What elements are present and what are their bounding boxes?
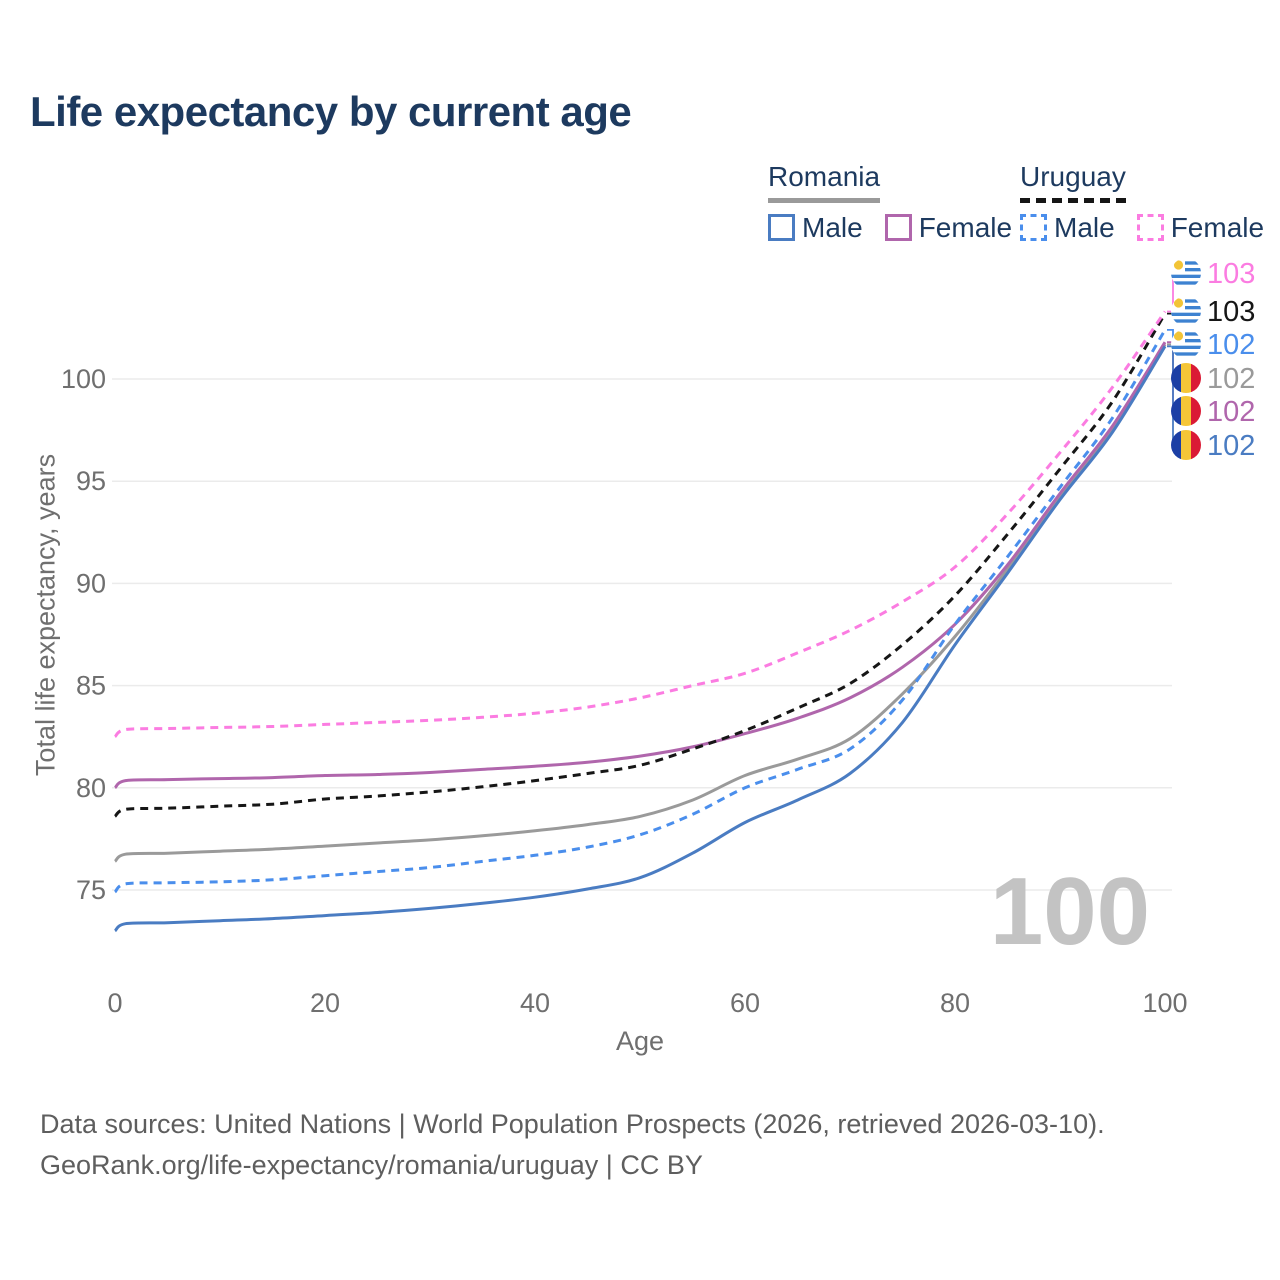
legend-label: Female [1170, 211, 1265, 243]
end-label-connector [1167, 341, 1180, 412]
end-value-label-uruguay-all: 103 [1207, 296, 1255, 328]
flag-romania-icon [1171, 363, 1201, 393]
x-axis-title: Age [615, 1026, 665, 1056]
romania-female-swatch-icon [884, 214, 912, 242]
series-line-romania-all [113, 343, 1167, 863]
data-source-note: Data sources: United Nations | World Pop… [40, 1104, 1105, 1185]
end-value-label-romania-all: 102 [1207, 363, 1255, 395]
x-tick-label: 80 [940, 988, 970, 1018]
source-line-2: GeoRank.org/life-expectancy/romania/urug… [40, 1149, 703, 1180]
legend-label: Male [1054, 211, 1115, 243]
uruguay-female-swatch-icon [1136, 214, 1164, 242]
y-tick-label: 80 [76, 773, 106, 803]
legend-label: Male [802, 211, 863, 243]
x-tick-label: 40 [520, 988, 550, 1018]
legend-item-romania-male[interactable]: Male [768, 212, 863, 244]
y-axis-title: Total life expectancy, years [30, 453, 61, 777]
end-label-connector [1167, 345, 1180, 446]
end-label-connector [1167, 272, 1180, 313]
legend-label: Female [918, 211, 1013, 243]
end-label-connector [1167, 329, 1180, 345]
end-value-label-romania-female: 102 [1207, 396, 1255, 428]
series-line-romania-female [113, 341, 1167, 790]
x-tick-label: 20 [310, 988, 340, 1018]
legend-group-uruguay: Uruguay Male Female [1020, 161, 1265, 244]
flag-uruguay-icon [1171, 258, 1201, 288]
end-label-connector [1167, 310, 1180, 315]
x-tick-label: 0 [107, 988, 122, 1018]
flag-uruguay-icon [1171, 329, 1201, 359]
page-title: Life expectancy by current age [30, 88, 632, 135]
end-value-label-uruguay-female: 103 [1207, 258, 1255, 290]
series-line-uruguay-all [113, 312, 1167, 818]
series-line-romania-male [113, 345, 1167, 933]
legend-item-uruguay-female[interactable]: Female [1136, 211, 1265, 244]
flag-uruguay-icon [1171, 296, 1201, 326]
y-tick-label: 100 [61, 364, 106, 394]
age-counter-watermark: 100 [989, 858, 1150, 965]
legend-country-uruguay: Uruguay [1020, 161, 1126, 203]
series-line-uruguay-male [113, 329, 1167, 894]
flag-romania-icon [1171, 396, 1201, 426]
legend-item-romania-female[interactable]: Female [884, 211, 1013, 244]
series-line-uruguay-female [113, 310, 1167, 738]
end-value-label-uruguay-male: 102 [1207, 329, 1255, 361]
romania-male-swatch-icon [768, 214, 795, 242]
y-tick-label: 85 [76, 671, 106, 701]
y-tick-label: 75 [76, 875, 106, 905]
end-value-label-romania-male: 102 [1207, 430, 1255, 462]
y-tick-label: 90 [76, 568, 106, 598]
legend-country-romania: Romania [768, 161, 881, 203]
flag-romania-icon [1171, 430, 1201, 460]
y-tick-label: 95 [76, 466, 106, 496]
legend-item-uruguay-male[interactable]: Male [1020, 212, 1115, 244]
end-label-connector [1167, 343, 1180, 379]
uruguay-male-swatch-icon [1020, 214, 1047, 242]
x-tick-label: 100 [1142, 988, 1187, 1018]
legend-group-romania: Romania Male Female [768, 161, 1013, 244]
x-tick-label: 60 [730, 988, 760, 1018]
source-line-1: Data sources: United Nations | World Pop… [40, 1109, 1105, 1139]
